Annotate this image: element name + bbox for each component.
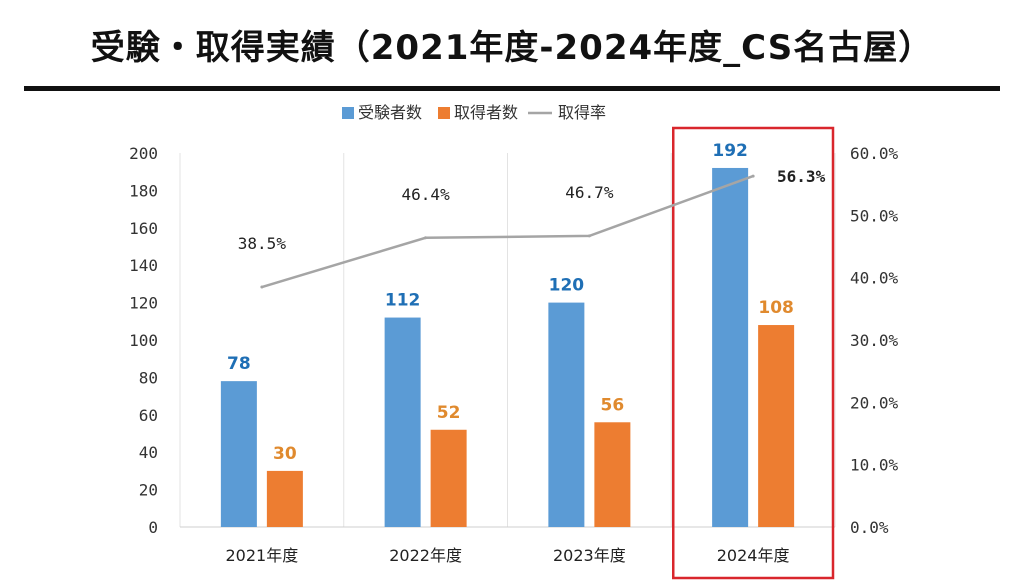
y2-axis-tick-label: 60.0% [850, 144, 899, 163]
x-axis-category-label: 2024年度 [717, 546, 790, 565]
bar [220, 381, 257, 527]
rate-value-label: 56.3% [777, 167, 826, 186]
y2-axis-tick-label: 0.0% [850, 518, 889, 537]
rate-value-label: 38.5% [238, 234, 287, 253]
y-axis-tick-label: 160 [129, 219, 158, 238]
highlight-frame [672, 126, 835, 580]
page-title: 受験・取得実績（2021年度-2024年度_CS名古屋） [90, 28, 934, 68]
bar [384, 317, 421, 527]
bar-value-label: 30 [273, 444, 297, 464]
y2-axis-tick-label: 50.0% [850, 206, 899, 225]
y-axis-tick-label: 80 [139, 368, 158, 387]
y2-axis-tick-label: 40.0% [850, 269, 899, 288]
x-axis-category-label: 2022年度 [389, 546, 462, 565]
y-axis-tick-label: 180 [129, 181, 158, 200]
y-axis-tick-label: 0 [148, 518, 158, 537]
bar [548, 302, 585, 527]
rate-line [261, 174, 754, 289]
bar [594, 422, 631, 527]
bar [266, 470, 303, 527]
bar-value-label: 120 [549, 276, 585, 296]
rate-point [260, 285, 264, 289]
bar-value-label: 112 [385, 291, 421, 311]
legend-swatch [342, 107, 354, 119]
rate-point [751, 174, 755, 178]
legend-swatch [438, 107, 450, 119]
y2-axis-tick-label: 30.0% [850, 331, 899, 350]
bar-value-label: 78 [227, 354, 251, 374]
rate-value-label: 46.4% [402, 185, 451, 204]
bar [712, 167, 749, 527]
bar-value-label: 192 [712, 141, 748, 161]
bar [758, 325, 795, 527]
legend-label: 取得率 [558, 103, 606, 122]
rate-point [424, 236, 428, 240]
rate-value-label: 46.7% [565, 183, 614, 202]
legend-label: 取得者数 [454, 103, 518, 122]
legend-label: 受験者数 [358, 103, 422, 122]
y2-axis-tick-label: 20.0% [850, 393, 899, 412]
y-axis-tick-label: 100 [129, 331, 158, 350]
x-axis-category-label: 2021年度 [226, 546, 299, 565]
y-axis-tick-label: 40 [139, 443, 158, 462]
title-underline [24, 86, 1000, 91]
rate-point [587, 234, 591, 238]
bar-value-label: 56 [601, 395, 625, 415]
bar-value-label: 108 [758, 298, 794, 318]
y-axis-tick-label: 200 [129, 144, 158, 163]
x-axis-category-label: 2023年度 [553, 546, 626, 565]
y-axis-tick-label: 20 [139, 481, 158, 500]
y-axis-tick-label: 120 [129, 294, 158, 313]
y-axis-tick-label: 60 [139, 406, 158, 425]
bar-value-label: 52 [437, 403, 461, 423]
y2-axis-tick-label: 10.0% [850, 456, 899, 475]
y-axis-tick-label: 140 [129, 256, 158, 275]
bar [430, 429, 467, 527]
